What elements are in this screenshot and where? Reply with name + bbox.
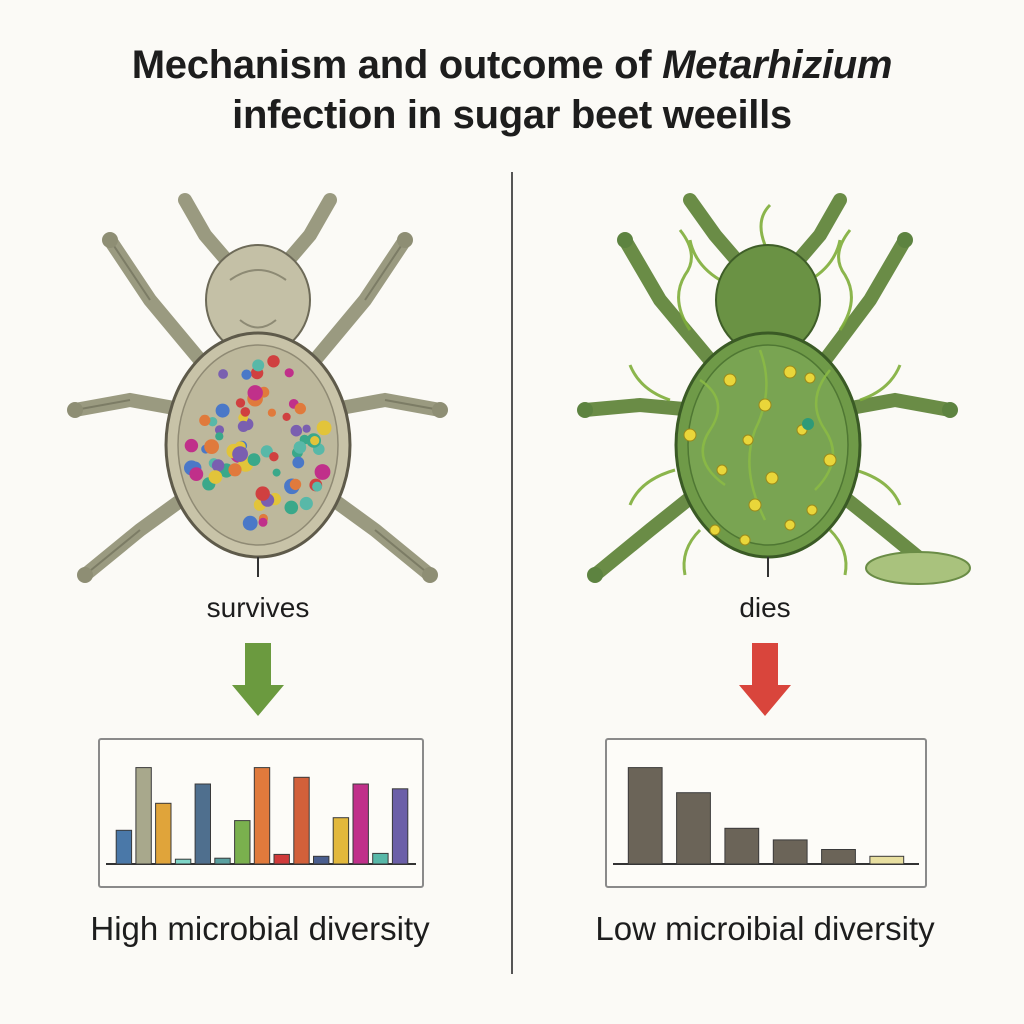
microbe-dot <box>218 369 229 379</box>
bar-6 <box>869 855 905 865</box>
bar-12 <box>332 817 350 865</box>
microbe-dot <box>214 425 225 435</box>
microbe-dot <box>302 424 311 433</box>
caption-low-diversity: Low microibial diversity <box>595 910 935 947</box>
microbe-dot <box>267 408 276 417</box>
bar-10 <box>293 776 310 865</box>
caption-high-diversity: High microbial diversity <box>90 910 430 947</box>
bar-4 <box>174 858 192 865</box>
low-diversity-chart-panel <box>605 738 927 888</box>
bar-13 <box>352 783 369 865</box>
microbe-dot <box>284 368 294 378</box>
bar-14 <box>372 852 389 865</box>
title-text: Mechanism and outcome of <box>131 43 663 87</box>
microbe-dots <box>184 355 332 531</box>
title-line-1: Mechanism and outcome of Metarhizium <box>0 40 1024 90</box>
microbe-dot <box>267 355 280 368</box>
microbe-dot <box>282 412 291 421</box>
microbe-dot <box>208 470 223 484</box>
bar-3 <box>724 827 760 865</box>
microbe-dot <box>294 402 306 415</box>
microbe-dot <box>199 414 211 426</box>
microbe-dot <box>252 359 265 372</box>
microbe-dot <box>215 432 224 441</box>
survives-arrow-icon <box>232 643 284 716</box>
bar-1 <box>627 767 663 865</box>
microbe-dot <box>240 407 251 417</box>
microbe-dot <box>255 486 270 501</box>
microbe-dot <box>258 517 268 527</box>
microbe-dot <box>242 515 258 531</box>
microbe-dot <box>289 478 302 491</box>
bar-15 <box>391 788 409 865</box>
microbe-dot <box>316 420 332 436</box>
microbe-dot <box>310 436 320 446</box>
bar-8 <box>253 767 271 865</box>
state-label-survives: survives <box>206 592 310 623</box>
microbe-dot <box>184 438 199 453</box>
bar-4 <box>772 839 808 865</box>
microbe-dot <box>215 403 230 418</box>
microbe-dot <box>292 456 305 469</box>
low-diversity-bar-chart <box>613 767 919 865</box>
infected-weevil <box>577 193 971 585</box>
microbe-dot <box>235 398 246 408</box>
bar-1 <box>115 829 133 865</box>
microbe-dot <box>290 424 303 437</box>
center-divider <box>511 172 513 974</box>
bar-5 <box>821 849 856 865</box>
microbe-dot <box>293 441 307 454</box>
microbe-dot <box>312 481 323 492</box>
microbe-dot <box>284 500 299 515</box>
microbe-dot <box>204 439 220 454</box>
microbe-dot <box>314 464 331 480</box>
microbe-dot <box>299 496 313 511</box>
microbe-dot <box>269 452 279 462</box>
fungal-patch <box>865 551 971 585</box>
title-italic-genus: Metarhizium <box>662 43 893 87</box>
high-diversity-chart-panel <box>98 738 424 888</box>
microbe-dot <box>241 369 252 380</box>
bar-7 <box>234 820 251 865</box>
state-label-dies: dies <box>739 592 791 623</box>
microbe-dot <box>272 468 281 477</box>
microbe-dot <box>237 420 249 432</box>
high-diversity-bar-chart <box>106 767 416 865</box>
bar-2 <box>676 792 711 865</box>
bar-5 <box>194 783 211 865</box>
bar-9 <box>273 853 290 865</box>
bar-6 <box>214 857 231 865</box>
microbe-dot <box>189 467 204 481</box>
spore-dots <box>683 365 837 546</box>
title-line-2: infection in sugar beet weeills <box>232 93 792 137</box>
hyphae-icon <box>628 203 902 576</box>
dies-arrow-icon <box>739 643 791 716</box>
microbe-dot <box>211 459 225 472</box>
microbe-dot <box>228 463 242 477</box>
microbe-dot <box>247 385 263 401</box>
bar-3 <box>155 802 172 865</box>
figure-title: Mechanism and outcome of Metarhizium inf… <box>0 40 1024 140</box>
bar-2 <box>135 767 152 865</box>
bar-11 <box>313 855 330 865</box>
microbe-dot <box>232 446 249 462</box>
healthy-weevil <box>67 193 448 583</box>
microbe-dot <box>247 453 261 466</box>
